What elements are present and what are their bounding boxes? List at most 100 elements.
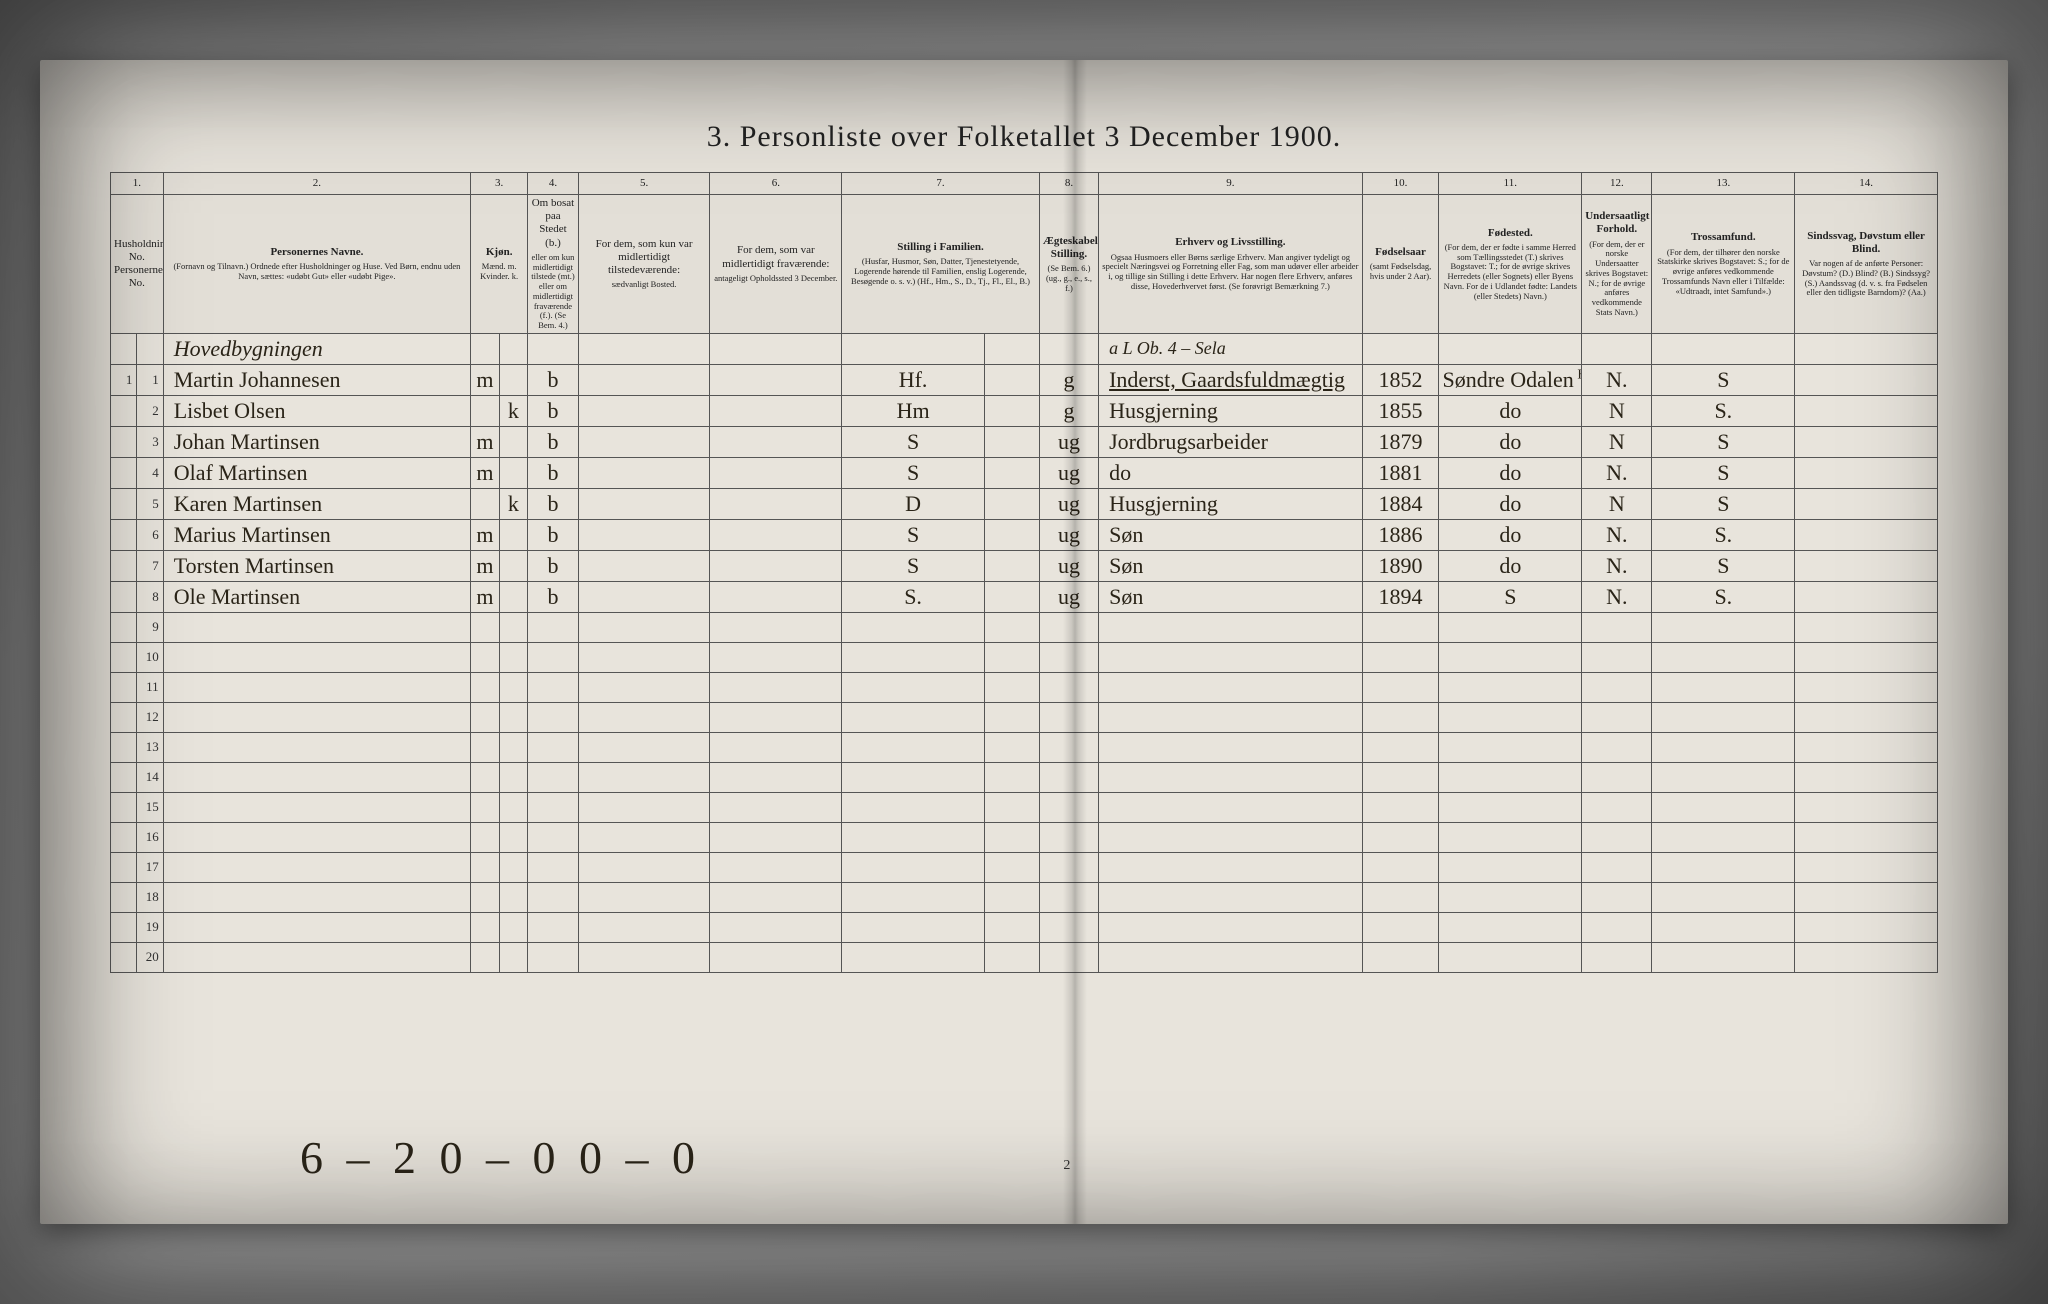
cell-blank [842,942,985,972]
colhead-9: Erhverv og Livsstilling.Ogsaa Husmoers e… [1099,195,1363,334]
cell-person-no: 11 [137,672,163,702]
colhead-12: Undersaatligt Forhold.(For dem, der er n… [1582,195,1652,334]
cell-blank [1795,702,1938,732]
cell-blank [163,792,470,822]
colnum-4: 4. [528,173,579,195]
colhead-2: Personernes Navne.(Fornavn og Tilnavn.) … [163,195,470,334]
cell-blank [1099,612,1363,642]
cell-birthplace: do [1439,519,1582,550]
cell-blank [1362,702,1439,732]
cell-blank [471,792,500,822]
colhead-12-title: Undersaatligt Forhold. [1585,210,1649,235]
cell-blank [528,792,579,822]
cell-family-pos2 [984,519,1039,550]
cell-blank [578,612,710,642]
cell-blank [842,672,985,702]
cell-occupation: do [1099,457,1363,488]
cell-blank [1652,702,1795,732]
cell-family-pos: D [842,488,985,519]
cell-blank [1439,882,1582,912]
table-row-empty: 18 [111,882,1938,912]
cell-blank [1039,792,1098,822]
colhead-11: Fødested.(For dem, der er fødte i samme … [1439,195,1582,334]
cell-nationality: N. [1582,364,1652,395]
cell-blank [984,642,1039,672]
cell-sex-k [499,426,528,457]
cell-blank [984,792,1039,822]
cell-family-pos2 [984,550,1039,581]
table-row-empty: 14 [111,762,1938,792]
cell-blank [1652,333,1795,364]
colhead-3: Kjøn.Mænd. m. Kvinder. k. [471,195,528,334]
cell-blank [1795,732,1938,762]
cell-blank [471,942,500,972]
cell-blank [1439,822,1582,852]
cell-blank [471,702,500,732]
colnum-10: 10. [1362,173,1439,195]
cell-marital: ug [1039,519,1098,550]
colhead-14-title: Sindssvag, Døvstum eller Blind. [1807,230,1925,255]
cell-blank [528,333,579,364]
cell-blank [163,672,470,702]
cell-temp-present [578,426,710,457]
cell-sex-m [471,395,500,426]
cell-blank [984,822,1039,852]
cell-blank [528,882,579,912]
cell-occupation: Søn [1099,550,1363,581]
cell-person-no: 14 [137,762,163,792]
cell-blank [471,912,500,942]
cell-marital: g [1039,395,1098,426]
cell-birthplace: do [1439,457,1582,488]
cell-blank [528,672,579,702]
cell-blank [1582,942,1652,972]
table-row-empty: 17 [111,852,1938,882]
cell-family-pos: S [842,457,985,488]
cell-blank [710,792,842,822]
cell-birth-year: 1884 [1362,488,1439,519]
cell-household-no [111,457,137,488]
colnum-8: 8. [1039,173,1098,195]
cell-blank [1039,642,1098,672]
cell-sex-k: k [499,488,528,519]
colhead-2-sub: (Fornavn og Tilnavn.) Ordnede efter Hush… [167,262,467,282]
colhead-1-text: Husholdningernes No. Personernes No. [114,238,163,290]
colhead-14-sub: Var nogen af de anførte Personer: Døvstu… [1798,259,1934,298]
cell-marital: ug [1039,457,1098,488]
cell-blank [1795,882,1938,912]
cell-person-no: 3 [137,426,163,457]
cell-blank [1795,942,1938,972]
ledger-book: 3. Personliste over Folketallet 3 Decemb… [40,60,2008,1224]
cell-temp-absent [710,581,842,612]
cell-blank [984,912,1039,942]
cell-person-no: 15 [137,792,163,822]
cell-marital: ug [1039,488,1098,519]
cell-temp-absent [710,550,842,581]
colnum-9: 9. [1099,173,1363,195]
cell-blank [710,612,842,642]
cell-blank [710,333,842,364]
cell-household-no [111,732,137,762]
cell-nationality: N [1582,488,1652,519]
cell-blank [1652,792,1795,822]
colhead-11-title: Fødested. [1488,227,1533,239]
cell-blank [1439,672,1582,702]
cell-blank [1652,642,1795,672]
cell-family-pos: S [842,550,985,581]
cell-blank [1039,672,1098,702]
cell-blank [163,702,470,732]
cell-sex-m [471,488,500,519]
cell-sex-m: m [471,581,500,612]
cell-blank [1099,642,1363,672]
cell-blank [1795,672,1938,702]
cell-household-no [111,942,137,972]
cell-blank [984,732,1039,762]
cell-temp-present [578,519,710,550]
cell-blank [1099,912,1363,942]
cell-blank [1099,942,1363,972]
cell-blank [842,762,985,792]
colnum-11: 11. [1439,173,1582,195]
cell-person-no: 19 [137,912,163,942]
cell-family-pos: Hm [842,395,985,426]
cell-blank [1362,732,1439,762]
table-row: 5Karen MartinsenkbDugHusgjerning1884doNS [111,488,1938,519]
